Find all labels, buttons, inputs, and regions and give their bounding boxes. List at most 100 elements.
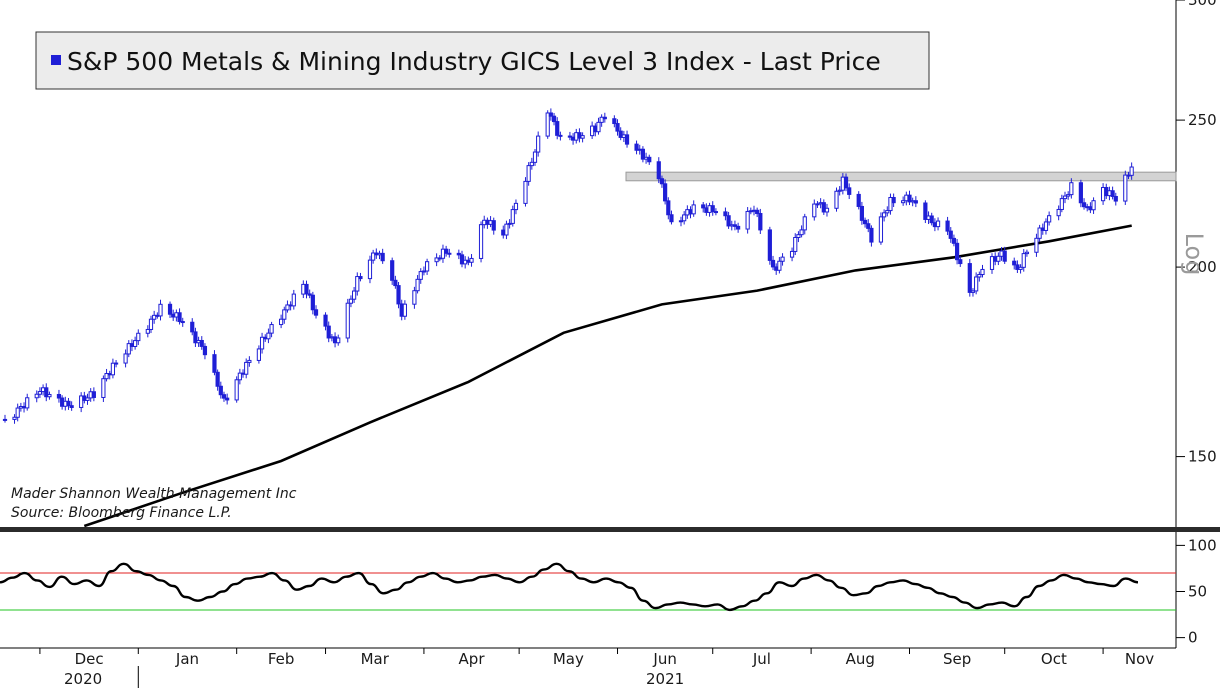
candle <box>726 211 731 229</box>
candle <box>110 358 116 379</box>
candle-body-down <box>326 325 331 339</box>
candle <box>47 391 52 400</box>
candle-body-down <box>615 123 620 132</box>
candle <box>234 376 239 403</box>
candle <box>218 381 223 399</box>
candle <box>713 208 719 216</box>
candle <box>958 256 963 267</box>
candle-body-down <box>723 211 728 217</box>
candle <box>821 199 826 215</box>
candle <box>967 259 972 297</box>
candle-body-down <box>736 225 741 230</box>
candle <box>256 345 261 364</box>
candle <box>755 207 760 218</box>
candle <box>770 255 776 271</box>
candle-body-up <box>269 324 274 334</box>
candle <box>199 336 204 350</box>
candle-body-up <box>536 135 541 153</box>
candle-body-up <box>101 378 106 398</box>
month-label: Jan <box>175 650 199 668</box>
candle-body-down <box>225 397 230 401</box>
candle <box>767 226 772 265</box>
candle <box>640 146 646 163</box>
candle <box>523 177 528 207</box>
candle <box>279 314 284 329</box>
candle-body-up <box>1043 221 1049 231</box>
candle <box>1021 249 1026 272</box>
candle-body-down <box>856 193 861 207</box>
candle <box>85 393 90 405</box>
candle <box>225 393 230 405</box>
candle-body-down <box>66 400 71 407</box>
candle-body-down <box>69 405 74 408</box>
candle <box>510 205 515 227</box>
rsi-axis-ticks: 0 50 100 <box>1176 536 1217 647</box>
candle-body-up <box>1056 208 1061 217</box>
candle-body-up <box>682 214 687 222</box>
candle <box>882 209 887 222</box>
candle-body-down <box>640 148 646 160</box>
candle <box>412 286 417 309</box>
candle <box>44 383 49 402</box>
candle-body-down <box>1113 195 1118 202</box>
month-label: Oct <box>1041 650 1067 668</box>
candle <box>615 119 620 136</box>
candle <box>567 131 573 141</box>
candle <box>929 212 934 226</box>
candle <box>1091 197 1096 214</box>
candle <box>367 255 373 284</box>
candle-body-up <box>888 196 893 212</box>
candle-body-up <box>777 260 782 271</box>
candle <box>459 250 465 268</box>
candle <box>885 206 890 217</box>
candle-body-up <box>259 336 265 350</box>
candle-body-down <box>444 248 449 254</box>
month-label: Jul <box>752 650 771 668</box>
candle-body-down <box>1078 182 1083 204</box>
candle-body-up <box>434 257 439 263</box>
candle <box>866 219 871 233</box>
candle <box>1002 246 1007 264</box>
candle <box>663 179 668 205</box>
candle <box>202 343 208 360</box>
month-label: May <box>553 650 584 668</box>
log-scale-label: Log <box>1180 233 1208 276</box>
candle-body-down <box>767 229 772 261</box>
candle <box>935 217 941 231</box>
candle-body-up <box>345 302 350 339</box>
candle <box>612 115 617 128</box>
candle <box>580 132 585 143</box>
candle-body-up <box>12 416 17 420</box>
candle-body-down <box>659 178 665 185</box>
candle <box>656 157 661 184</box>
candle-body-up <box>37 391 43 395</box>
candle-body-up <box>355 276 360 292</box>
candle-body-down <box>624 134 630 145</box>
candle-body-down <box>618 130 623 138</box>
candle <box>1043 218 1049 235</box>
candle <box>599 114 604 127</box>
candle-body-up <box>158 303 163 317</box>
month-label: Jun <box>652 650 676 668</box>
candle <box>682 211 687 225</box>
candle <box>323 312 328 331</box>
candle-body-up <box>1024 251 1030 255</box>
candle-body-up <box>402 303 407 317</box>
candle-body-up <box>596 121 601 133</box>
candle-body-down <box>221 394 227 399</box>
candle-body-down <box>866 223 871 229</box>
candle <box>710 201 715 216</box>
candle <box>723 207 728 221</box>
candle <box>647 154 652 165</box>
candle <box>104 368 109 382</box>
price-tick-label: 150 <box>1188 448 1217 466</box>
candle <box>1113 192 1118 206</box>
candle-body-down <box>612 118 617 125</box>
candle <box>869 225 874 247</box>
candle-body-down <box>647 156 652 163</box>
candle-body-down <box>913 200 918 204</box>
candle-body-up <box>348 298 354 304</box>
candle-body-up <box>599 116 604 123</box>
month-label: Mar <box>361 650 390 668</box>
candle <box>634 140 639 155</box>
